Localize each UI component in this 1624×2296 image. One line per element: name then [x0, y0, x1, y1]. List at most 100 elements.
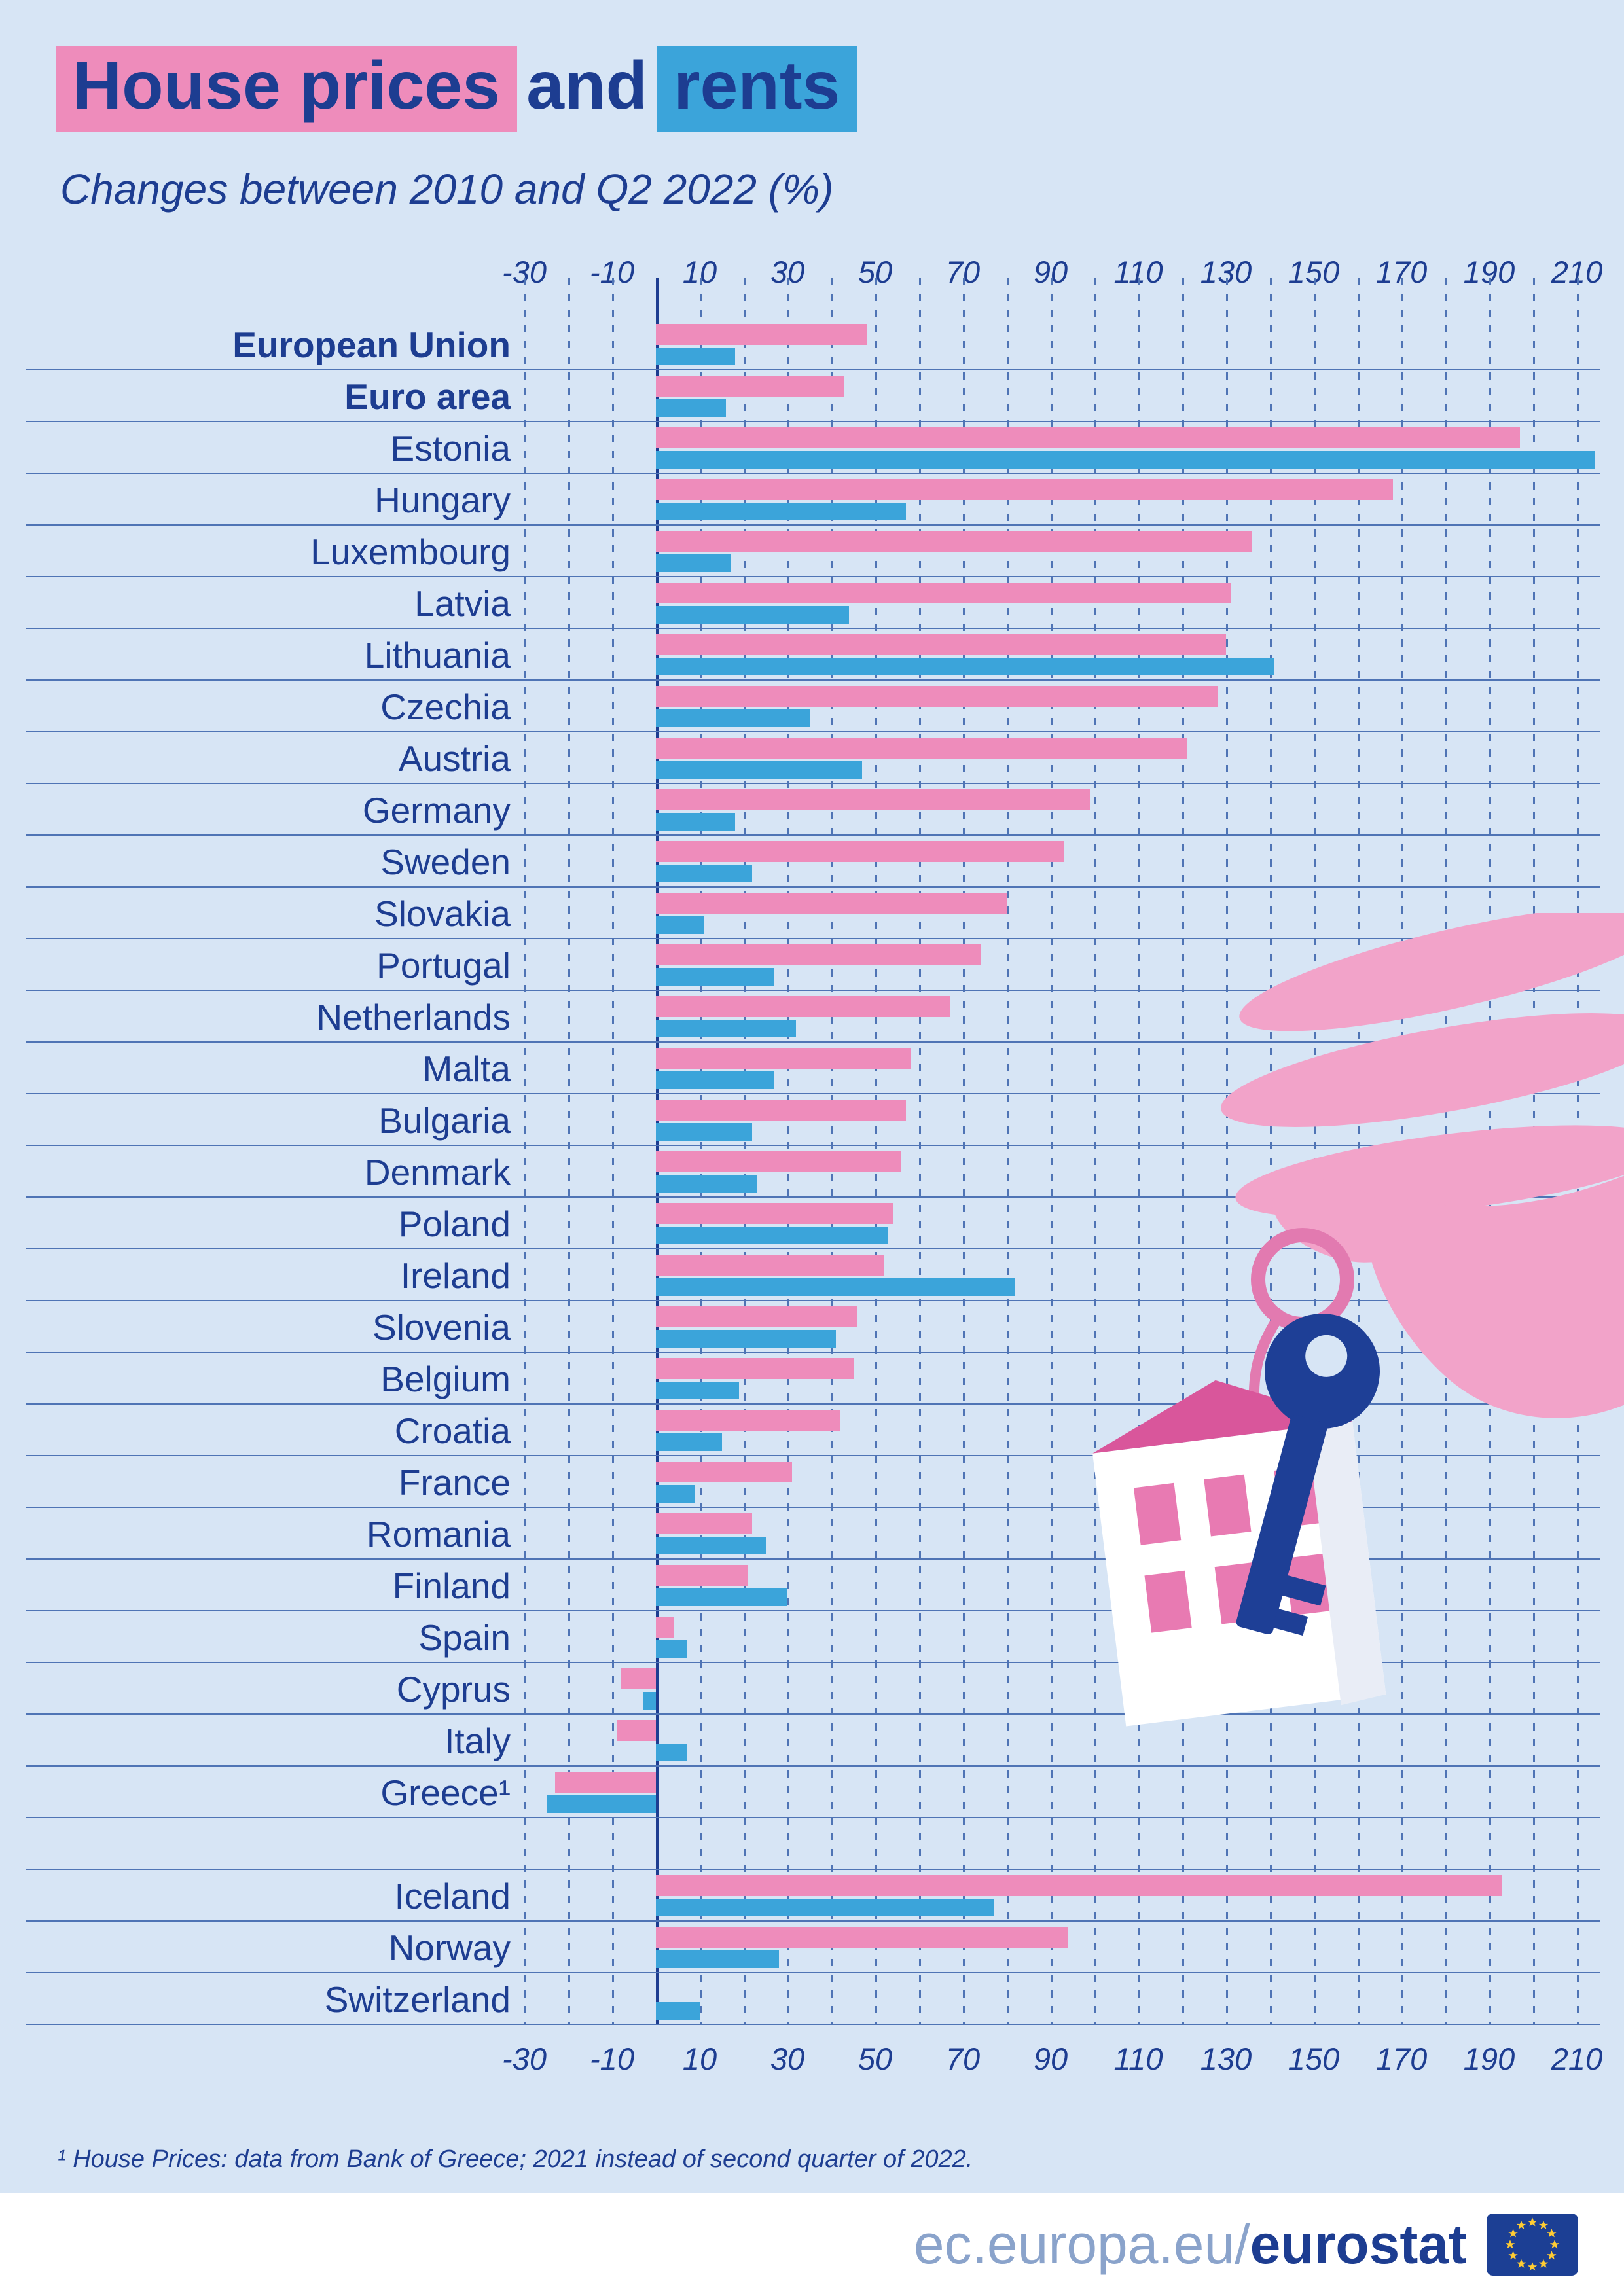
axis-tick-label: 210 — [1551, 2041, 1603, 2076]
row-separator — [26, 576, 1600, 577]
country-label: Latvia — [414, 583, 511, 624]
bar-house-prices — [656, 841, 1064, 862]
country-label: Czechia — [380, 686, 511, 727]
row-separator — [26, 1610, 1600, 1611]
country-label: Belgium — [380, 1358, 511, 1399]
country-label: Germany — [362, 789, 511, 831]
chart-row-france: France — [0, 1456, 1624, 1508]
axis-tick-label: 90 — [1033, 2041, 1068, 2076]
country-label: Greece¹ — [380, 1772, 511, 1813]
country-label: Poland — [398, 1203, 511, 1244]
bar-rents — [656, 1744, 687, 1761]
bar-house-prices — [656, 1203, 893, 1224]
gridline — [1138, 278, 1140, 2025]
bar-house-prices — [656, 1927, 1068, 1948]
gridline — [1226, 278, 1228, 2025]
bar-rents — [656, 1382, 740, 1399]
country-label: Malta — [422, 1048, 511, 1089]
country-label: Switzerland — [324, 1979, 511, 2020]
country-label: European Union — [232, 324, 511, 365]
bar-rents — [656, 813, 735, 831]
axis-tick-label: 130 — [1200, 2041, 1252, 2076]
row-separator — [26, 1920, 1600, 1922]
bar-rents — [642, 1692, 656, 1710]
bar-house-prices — [656, 583, 1231, 603]
bar-house-prices — [656, 1306, 858, 1327]
row-separator — [26, 783, 1600, 784]
bar-house-prices — [656, 1100, 906, 1121]
row-separator — [26, 679, 1600, 681]
chart-row-latvia: Latvia — [0, 577, 1624, 629]
chart-row-germany: Germany — [0, 784, 1624, 836]
bar-rents — [656, 606, 849, 624]
chart-row-poland: Poland — [0, 1198, 1624, 1249]
gridline — [1007, 278, 1009, 2025]
bar-house-prices — [656, 1513, 753, 1534]
row-separator — [26, 2024, 1600, 2025]
country-label: Euro area — [344, 376, 511, 417]
bar-rents — [656, 554, 731, 572]
footer-url-prefix: ec.europa.eu/ — [913, 2213, 1250, 2275]
page-title: House prices and rents — [56, 46, 857, 132]
bar-house-prices — [656, 376, 845, 397]
bar-house-prices — [656, 1255, 884, 1276]
country-label: Portugal — [376, 944, 511, 986]
chart-row-italy: Italy — [0, 1715, 1624, 1767]
bar-rents — [656, 399, 727, 417]
bar-rents — [656, 1537, 766, 1554]
title-house-prices-highlight: House prices — [56, 46, 518, 132]
country-label: Spain — [418, 1617, 511, 1658]
axis-tick-label: 50 — [857, 2041, 893, 2076]
country-label: Luxembourg — [310, 531, 511, 572]
chart-row-spacer — [0, 1818, 1624, 1870]
axis-tick-label: 10 — [682, 2041, 717, 2076]
bar-house-prices — [656, 738, 1187, 759]
chart-row-spain: Spain — [0, 1611, 1624, 1663]
row-separator — [26, 886, 1600, 888]
chart-row-european-union: European Union — [0, 319, 1624, 370]
bar-rents — [656, 1330, 836, 1348]
chart-row-austria: Austria — [0, 732, 1624, 784]
chart-row-denmark: Denmark — [0, 1146, 1624, 1198]
chart-rows: European Union Euro area Estonia Hungary Lux… — [0, 319, 1624, 2025]
bar-rents — [656, 2002, 700, 2020]
axis-tick-label: 110 — [1113, 2041, 1163, 2076]
bar-house-prices — [656, 634, 1226, 655]
bar-house-prices — [656, 479, 1393, 500]
title-and: and — [526, 48, 648, 124]
bar-house-prices — [656, 1151, 902, 1172]
row-separator — [26, 1093, 1600, 1094]
row-separator — [26, 1248, 1600, 1249]
bar-rents — [656, 1485, 696, 1503]
row-separator — [26, 1455, 1600, 1456]
gridline — [568, 278, 570, 2025]
country-label: Estonia — [390, 427, 511, 469]
chart-row-slovakia: Slovakia — [0, 888, 1624, 939]
row-separator — [26, 1662, 1600, 1663]
country-label: Ireland — [400, 1255, 511, 1296]
chart-row-croatia: Croatia — [0, 1405, 1624, 1456]
axis-tick-label: 70 — [945, 2041, 981, 2076]
country-label: Slovenia — [372, 1306, 511, 1348]
axis-tick-label: 150 — [1288, 2041, 1340, 2076]
gridline — [1094, 278, 1096, 2025]
country-label: Austria — [398, 738, 511, 779]
country-label: Romania — [366, 1513, 511, 1554]
footer-url: ec.europa.eu/eurostat — [914, 2213, 1467, 2276]
x-axis-bottom: -30 -10 10 30 50 70 90 110 130 150 170 190 210 — [0, 2041, 1624, 2076]
bar-house-prices — [656, 1462, 792, 1482]
chart-row-portugal: Portugal — [0, 939, 1624, 991]
bar-rents — [656, 658, 1274, 675]
bar-rents — [656, 865, 753, 882]
bar-rents — [656, 1175, 757, 1193]
chart-row-norway: Norway — [0, 1922, 1624, 1973]
bar-house-prices — [656, 1410, 840, 1431]
row-separator — [26, 1352, 1600, 1353]
gridline — [919, 278, 921, 2025]
chart-row-estonia: Estonia — [0, 422, 1624, 474]
bar-house-prices — [656, 1617, 674, 1638]
row-separator — [26, 628, 1600, 629]
row-separator — [26, 1145, 1600, 1146]
bar-rents — [656, 1278, 1016, 1296]
country-label: Slovakia — [374, 893, 511, 934]
